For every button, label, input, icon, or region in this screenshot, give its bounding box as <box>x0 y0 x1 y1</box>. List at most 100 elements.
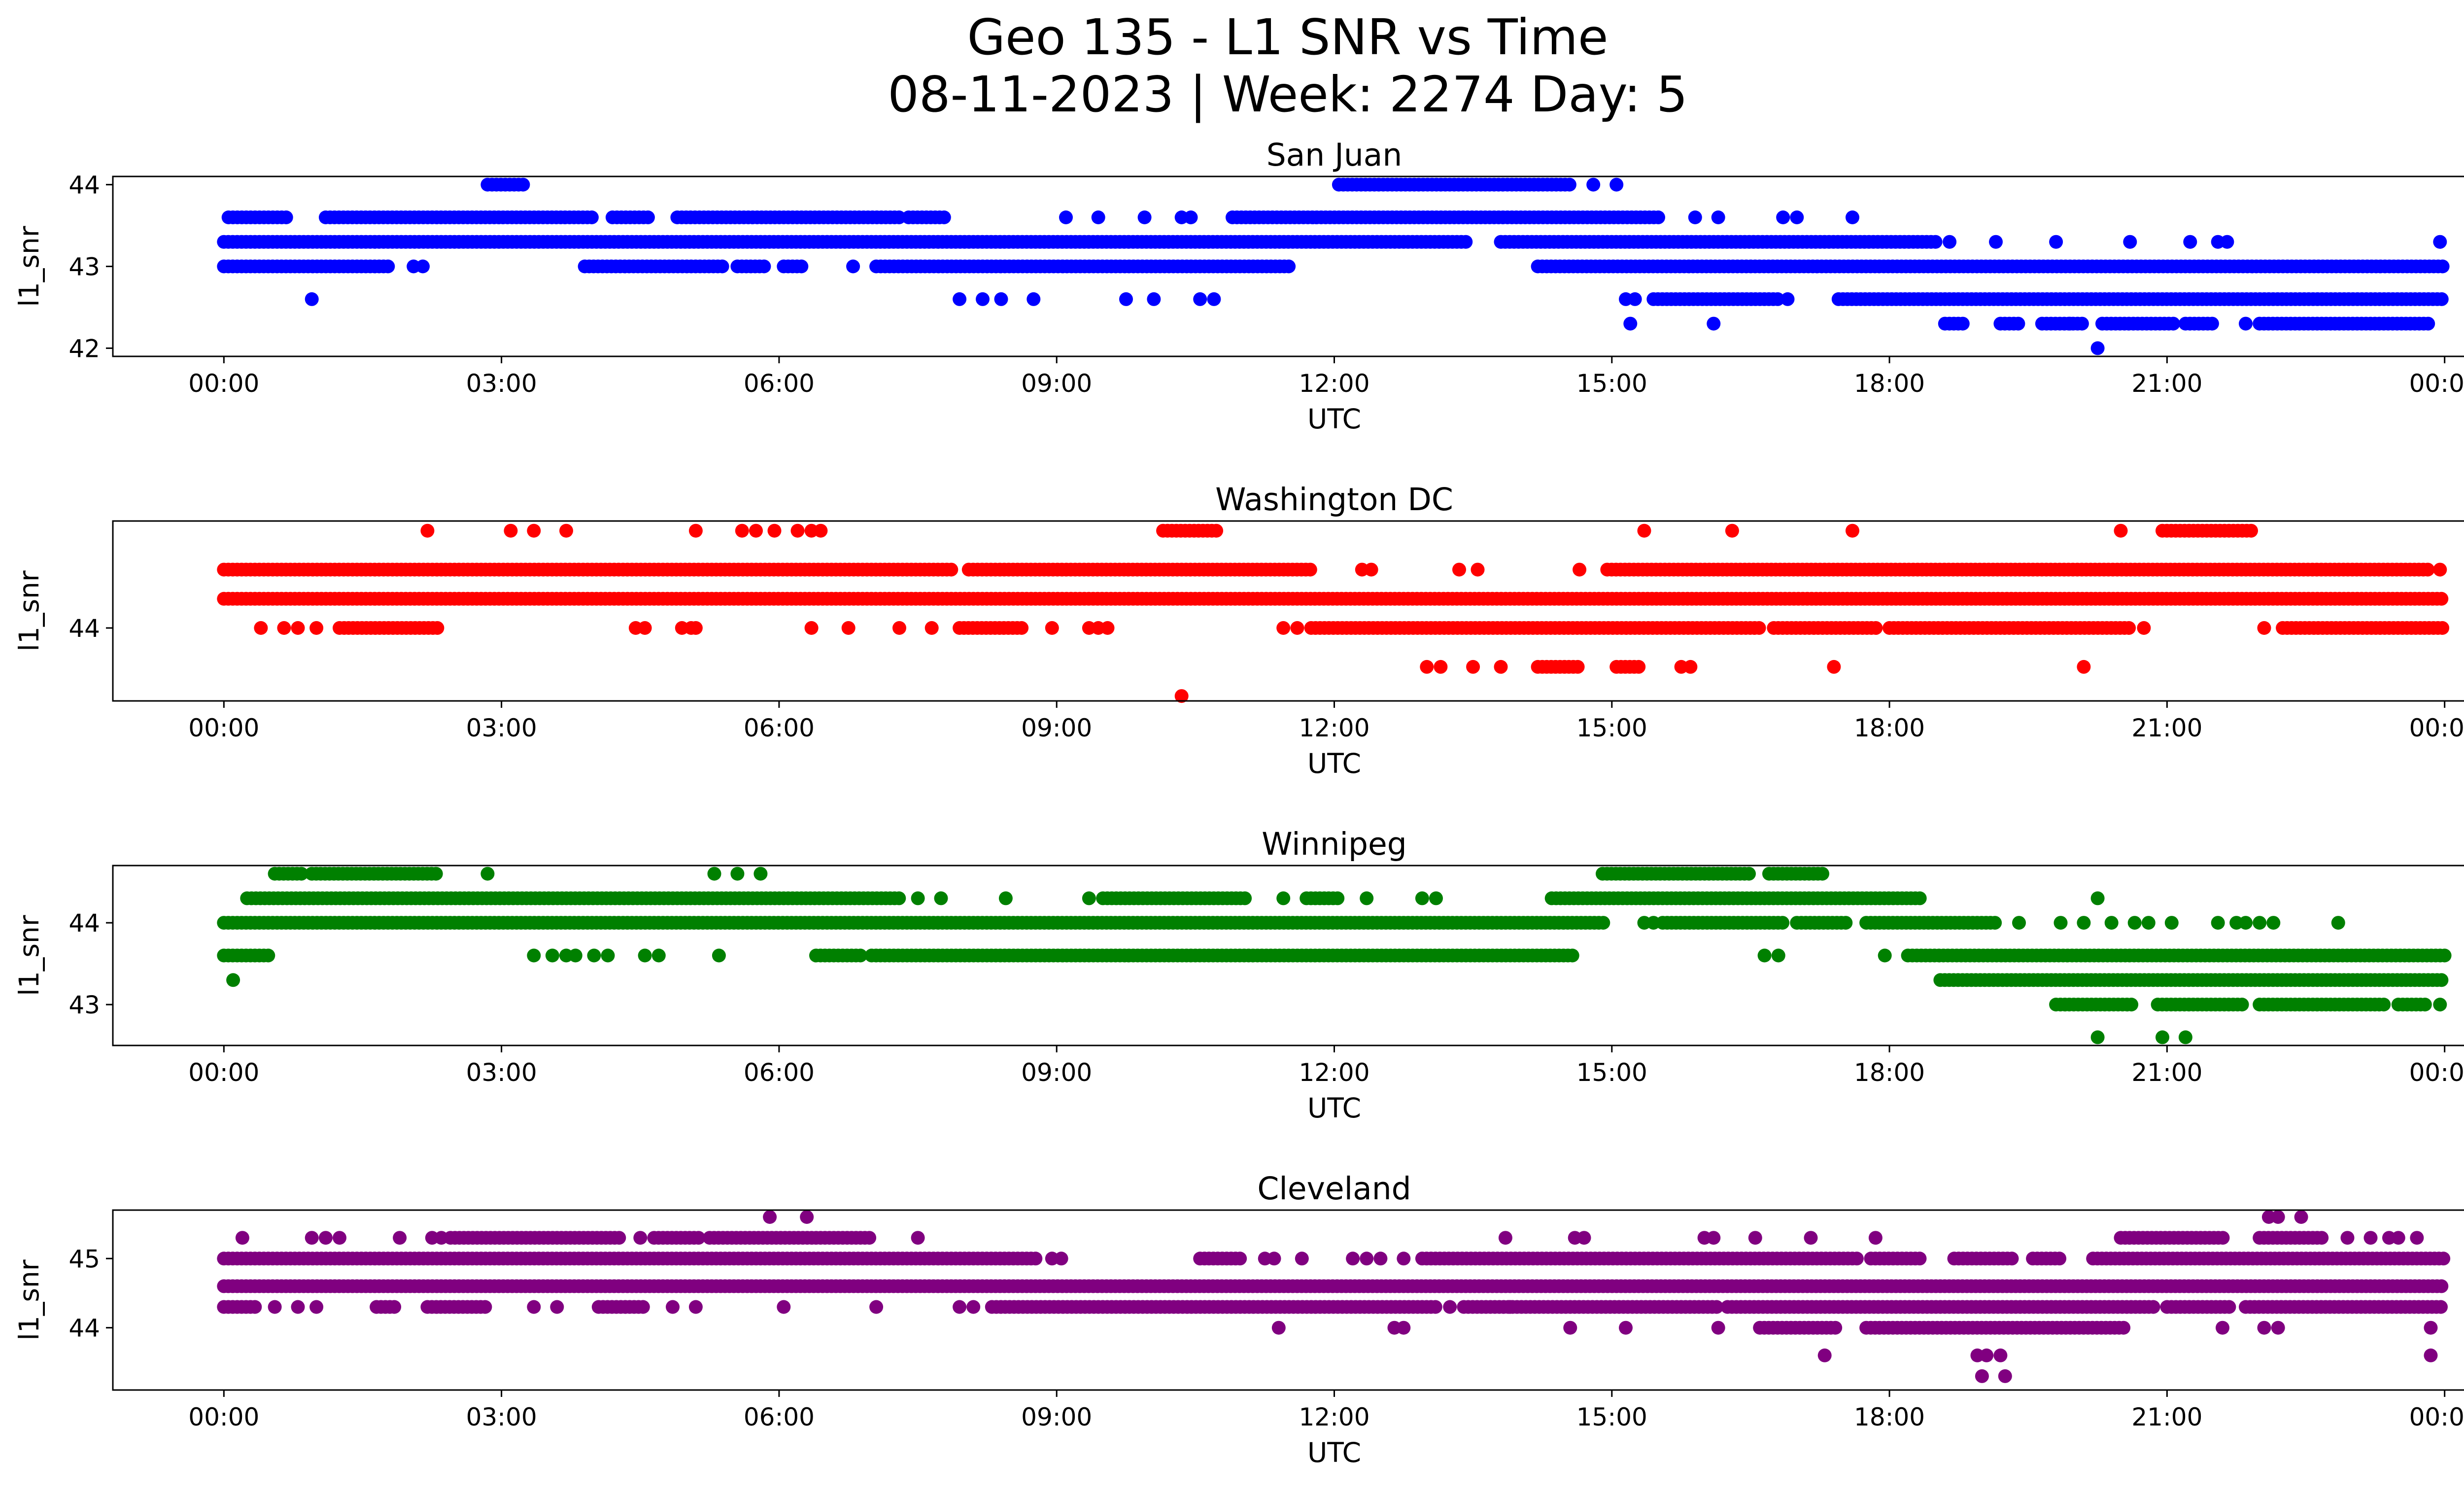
data-point <box>2166 316 2180 331</box>
san-juan-y-axis-label: l1_snr <box>13 226 45 307</box>
data-point <box>1100 621 1115 635</box>
data-point <box>2421 562 2435 577</box>
data-point <box>2075 316 2089 331</box>
data-point <box>2257 621 2271 635</box>
data-point <box>1565 948 1579 963</box>
data-point <box>2437 948 2452 963</box>
x-tick-label: 06:00 <box>744 714 815 742</box>
data-point <box>998 891 1013 905</box>
data-point <box>1059 210 1073 224</box>
data-point <box>1742 867 1756 881</box>
data-point <box>1839 916 1853 930</box>
data-point <box>1331 891 1345 905</box>
data-point <box>1707 1231 1721 1245</box>
san-juan-data-points <box>217 177 2450 355</box>
y-tick-label: 44 <box>68 171 100 200</box>
data-point <box>291 621 305 635</box>
data-point <box>638 948 652 963</box>
x-tick-label: 21:00 <box>2131 714 2202 742</box>
x-tick-label: 00:00 <box>2409 1058 2464 1087</box>
data-point <box>254 621 268 635</box>
data-point <box>1628 292 1642 306</box>
data-point <box>2011 316 2025 331</box>
data-point <box>688 523 703 538</box>
data-point <box>559 523 573 538</box>
data-point <box>1596 916 1610 930</box>
data-point <box>1494 660 1508 674</box>
data-point <box>1295 1252 1309 1266</box>
data-point <box>1233 1252 1247 1266</box>
data-point <box>2271 1210 2285 1224</box>
x-tick-label: 15:00 <box>1576 369 1647 398</box>
data-point <box>261 948 275 963</box>
data-point <box>2114 523 2128 538</box>
data-point <box>1849 1252 1864 1266</box>
data-point <box>976 292 990 306</box>
x-tick-label: 21:00 <box>2131 1058 2202 1087</box>
data-point <box>1364 562 1378 577</box>
data-point <box>1303 562 1317 577</box>
data-point <box>2090 1030 2105 1044</box>
data-point <box>430 621 445 635</box>
data-point <box>2124 998 2139 1011</box>
data-point <box>2012 916 2026 930</box>
data-point <box>2053 916 2068 930</box>
data-point <box>2156 1030 2169 1044</box>
data-point <box>2090 891 2105 905</box>
data-point <box>715 259 729 274</box>
data-point <box>381 259 395 274</box>
data-point <box>1846 210 1859 224</box>
winnipeg-subplot-title: Winnipeg <box>1262 826 1407 862</box>
data-point <box>416 259 430 274</box>
data-point <box>1434 660 1448 674</box>
data-point <box>1609 177 1624 192</box>
x-tick-label: 18:00 <box>1854 369 1925 398</box>
data-point <box>2063 316 2077 331</box>
data-point <box>1027 292 1041 306</box>
data-point <box>1725 523 1739 538</box>
data-point <box>924 621 939 635</box>
data-point <box>841 621 856 635</box>
data-point <box>1452 562 1466 577</box>
data-point <box>277 621 291 635</box>
data-point <box>480 867 495 881</box>
data-point <box>1209 523 1224 538</box>
data-point <box>735 523 749 538</box>
winnipeg-x-axis-label: UTC <box>1307 1092 1361 1124</box>
data-point <box>1688 210 1702 224</box>
data-point <box>601 948 615 963</box>
data-point <box>790 523 805 538</box>
data-point <box>1276 621 1291 635</box>
data-point <box>587 948 601 963</box>
data-point <box>2331 916 2345 930</box>
data-point <box>814 523 828 538</box>
data-point <box>712 948 726 963</box>
data-point <box>1573 562 1587 577</box>
data-point <box>1771 948 1785 963</box>
data-point <box>1683 660 1698 674</box>
data-point <box>1415 891 1429 905</box>
data-point <box>2433 998 2447 1011</box>
data-point <box>568 948 582 963</box>
data-point <box>1015 621 1029 635</box>
data-point <box>2123 235 2137 249</box>
data-point <box>2294 1210 2308 1224</box>
data-point <box>1827 660 1841 674</box>
data-point <box>612 1231 626 1245</box>
data-point <box>2090 341 2105 355</box>
data-point <box>2220 235 2234 249</box>
data-point <box>2377 998 2391 1011</box>
data-point <box>641 210 655 224</box>
x-tick-label: 06:00 <box>744 369 815 398</box>
figure-title-line-2: 08-11-2023 | Week: 2274 Day: 5 <box>888 66 1687 123</box>
data-point <box>892 891 906 905</box>
data-point <box>2391 1231 2405 1245</box>
data-point <box>2164 916 2179 930</box>
data-point <box>1815 867 1829 881</box>
data-point <box>2433 235 2447 249</box>
data-point <box>2235 998 2249 1011</box>
data-point <box>2410 1231 2424 1245</box>
data-point <box>1711 210 1725 224</box>
